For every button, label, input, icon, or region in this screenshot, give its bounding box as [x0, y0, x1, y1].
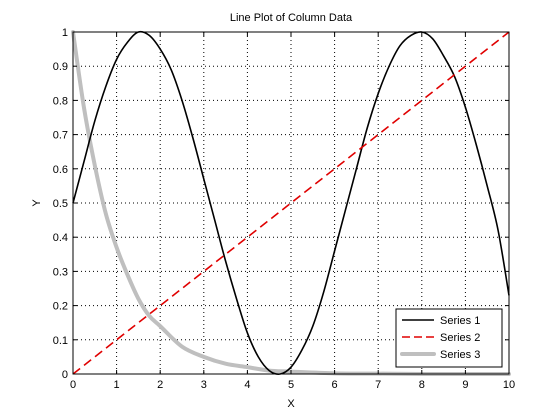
x-axis-label: X — [287, 398, 295, 410]
x-tick-label: 1 — [114, 379, 120, 391]
legend-label-1: Series 1 — [440, 315, 480, 327]
y-axis-label: Y — [31, 199, 43, 207]
x-tick-label: 0 — [70, 379, 76, 391]
x-tick-label: 5 — [288, 379, 294, 391]
x-tick-label: 2 — [157, 379, 163, 391]
x-tick-label: 4 — [244, 379, 250, 391]
y-tick-label: 0.9 — [53, 61, 68, 73]
legend-label-3: Series 3 — [440, 349, 480, 361]
chart-title: Line Plot of Column Data — [230, 12, 353, 24]
x-tick-label: 6 — [332, 379, 338, 391]
y-tick-label: 1 — [62, 27, 68, 39]
x-tick-label: 9 — [462, 379, 468, 391]
y-tick-label: 0 — [62, 369, 68, 381]
y-tick-label: 0.8 — [53, 95, 68, 107]
y-tick-label: 0.2 — [53, 301, 68, 313]
y-tick-label: 0.4 — [53, 232, 68, 244]
y-tick-label: 0.3 — [53, 266, 68, 278]
y-tick-label: 0.1 — [53, 335, 68, 347]
y-tick-label: 0.5 — [53, 198, 68, 210]
x-tick-label: 7 — [375, 379, 381, 391]
legend: Series 1 Series 2 Series 3 — [396, 309, 502, 367]
x-tick-label: 3 — [201, 379, 207, 391]
x-tick-label: 8 — [419, 379, 425, 391]
y-tick-label: 0.6 — [53, 164, 68, 176]
x-tick-label: 10 — [503, 379, 515, 391]
y-tick-label: 0.7 — [53, 130, 68, 142]
legend-label-2: Series 2 — [440, 332, 480, 344]
